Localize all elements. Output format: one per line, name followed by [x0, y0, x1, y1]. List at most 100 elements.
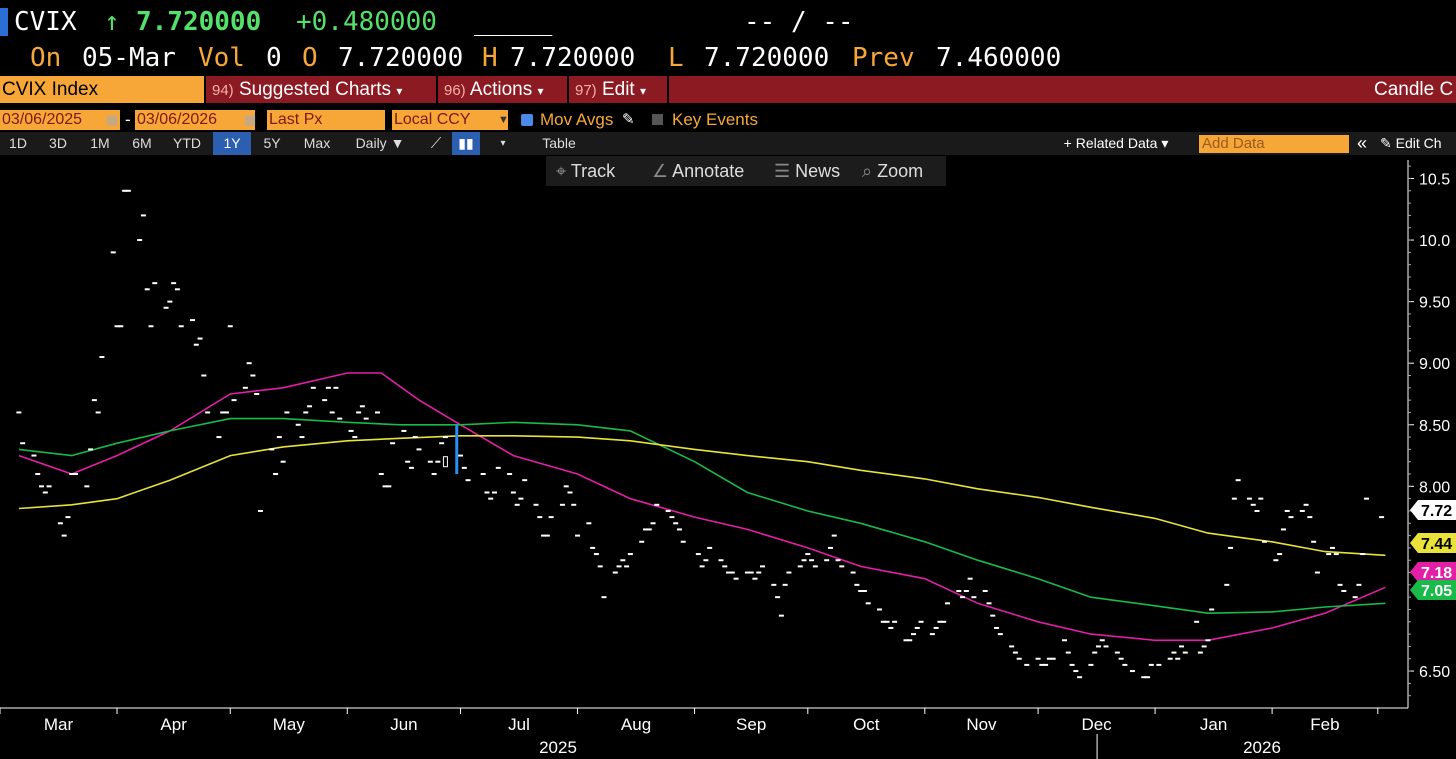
price-mark: [903, 639, 909, 642]
price-mark: [831, 534, 837, 537]
price-mark: [1171, 651, 1177, 654]
date-range-separator: -: [125, 110, 131, 129]
price-mark: [1148, 663, 1154, 666]
price-mark: [1326, 553, 1332, 556]
period-3d[interactable]: 3D: [49, 135, 67, 151]
price-mark: [1035, 657, 1041, 660]
price-mark: [1333, 553, 1339, 556]
price-mark: [1182, 651, 1188, 654]
news-tool[interactable]: ☰ News: [774, 156, 840, 186]
hollow-candle: [442, 456, 448, 468]
price-mark: [276, 436, 282, 439]
frequency-select[interactable]: Daily ▼: [355, 135, 405, 151]
period-max[interactable]: Max: [303, 135, 331, 151]
price-mark: [439, 442, 445, 445]
period-1d[interactable]: 1D: [9, 135, 27, 151]
price-mark: [1379, 516, 1385, 519]
value-tag-label: 7.72: [1421, 503, 1452, 520]
edit-menu[interactable]: 97) Edit ▾: [575, 76, 646, 103]
price-mark: [861, 590, 867, 593]
price-mark: [20, 442, 26, 445]
related-data-button[interactable]: + Related Data ▾: [1063, 135, 1169, 151]
price-mark: [982, 590, 988, 593]
y-tick-label: 9.50: [1419, 295, 1450, 312]
price-mark: [382, 485, 388, 488]
chart-settings-bar: 03/06/2025 ▦ - 03/06/2026 ▦ Last Px Loca…: [0, 109, 1456, 131]
y-tick-label: 10.0: [1419, 233, 1450, 250]
price-mark: [110, 251, 116, 254]
x-tick-label: Feb: [1310, 715, 1339, 734]
actions-menu[interactable]: 96) Actions ▾: [444, 76, 544, 103]
price-mark: [88, 448, 94, 451]
price-mark: [1280, 528, 1286, 531]
price-mark: [1073, 670, 1079, 673]
price-mark: [69, 473, 75, 476]
pencil-icon[interactable]: ✎: [622, 111, 635, 128]
add-data-input[interactable]: Add Data: [1199, 135, 1349, 153]
net-change: +0.480000: [296, 7, 437, 37]
table-button[interactable]: Table: [542, 135, 576, 151]
price-mark: [348, 429, 354, 432]
chevron-down-icon[interactable]: ▾: [500, 138, 506, 149]
mov-avgs-checkbox[interactable]: [521, 114, 533, 126]
security-field[interactable]: CVIX Index: [0, 76, 204, 103]
y-tick-label: 9.00: [1419, 356, 1450, 373]
annotate-tool[interactable]: ∠ Annotate: [652, 156, 744, 186]
candle-chart-icon[interactable]: ▮▮: [452, 132, 480, 155]
highlight-candle: [455, 424, 459, 475]
add-data-placeholder: Add Data: [1202, 135, 1265, 152]
price-mark: [461, 466, 467, 469]
key-events-label: Key Events: [672, 110, 758, 129]
quote-date: 05-Mar: [82, 43, 176, 73]
price-mark: [854, 583, 860, 586]
price-mark: [590, 546, 596, 549]
key-events-checkbox[interactable]: [652, 114, 663, 125]
price-mark: [593, 553, 599, 556]
period-ytd[interactable]: YTD: [173, 135, 201, 151]
calendar-icon[interactable]: ▦: [244, 112, 257, 127]
price-mark: [865, 602, 871, 605]
start-date-field[interactable]: 03/06/2025: [0, 110, 120, 130]
price-mark: [205, 411, 211, 414]
track-tool[interactable]: ⌖ Track: [556, 156, 615, 186]
price-mark: [703, 559, 709, 562]
currency-select[interactable]: Local CCY: [392, 110, 508, 130]
price-mark: [35, 473, 41, 476]
edit-chart-button[interactable]: ✎ Edit Ch: [1380, 135, 1442, 151]
price-mark: [646, 528, 652, 531]
period-1m[interactable]: 1M: [90, 135, 110, 151]
value-tag: [1410, 562, 1456, 582]
period-6m[interactable]: 6M: [132, 135, 152, 151]
blank-field: _____: [474, 7, 553, 37]
zoom-tool[interactable]: ⌕ Zoom: [862, 156, 923, 186]
price-mark: [1262, 540, 1268, 543]
price-mark: [937, 620, 943, 623]
price-mark: [1129, 670, 1135, 673]
price-mark: [1246, 497, 1252, 500]
collapse-icon[interactable]: «: [1356, 133, 1367, 153]
price-mark: [960, 596, 966, 599]
price-mark: [994, 626, 1000, 629]
price-mark: [310, 386, 316, 389]
price-mark: [956, 590, 962, 593]
period-5y[interactable]: 5Y: [263, 135, 281, 151]
volume: 0: [266, 43, 282, 73]
price-mark: [537, 516, 543, 519]
x-tick-label: Aug: [621, 715, 651, 734]
price-mark: [812, 565, 818, 568]
bid-ask: -- / --: [744, 7, 854, 37]
price-mark: [491, 491, 497, 494]
calendar-icon[interactable]: ▦: [106, 112, 119, 127]
period-1y[interactable]: 1Y: [213, 132, 251, 155]
suggested-charts-menu[interactable]: 94) Suggested Charts ▾: [212, 76, 402, 103]
value-tag: [1410, 533, 1456, 553]
chart-type-menu[interactable]: Candle C: [1374, 79, 1454, 100]
price-mark: [1103, 645, 1109, 648]
end-date-field[interactable]: 03/06/2026: [135, 110, 255, 130]
x-tick-label: Jul: [508, 715, 530, 734]
price-mark: [140, 214, 146, 217]
field-select[interactable]: Last Px: [267, 110, 385, 130]
price-mark: [892, 620, 898, 623]
line-chart-icon[interactable]: ⟋: [430, 135, 442, 152]
